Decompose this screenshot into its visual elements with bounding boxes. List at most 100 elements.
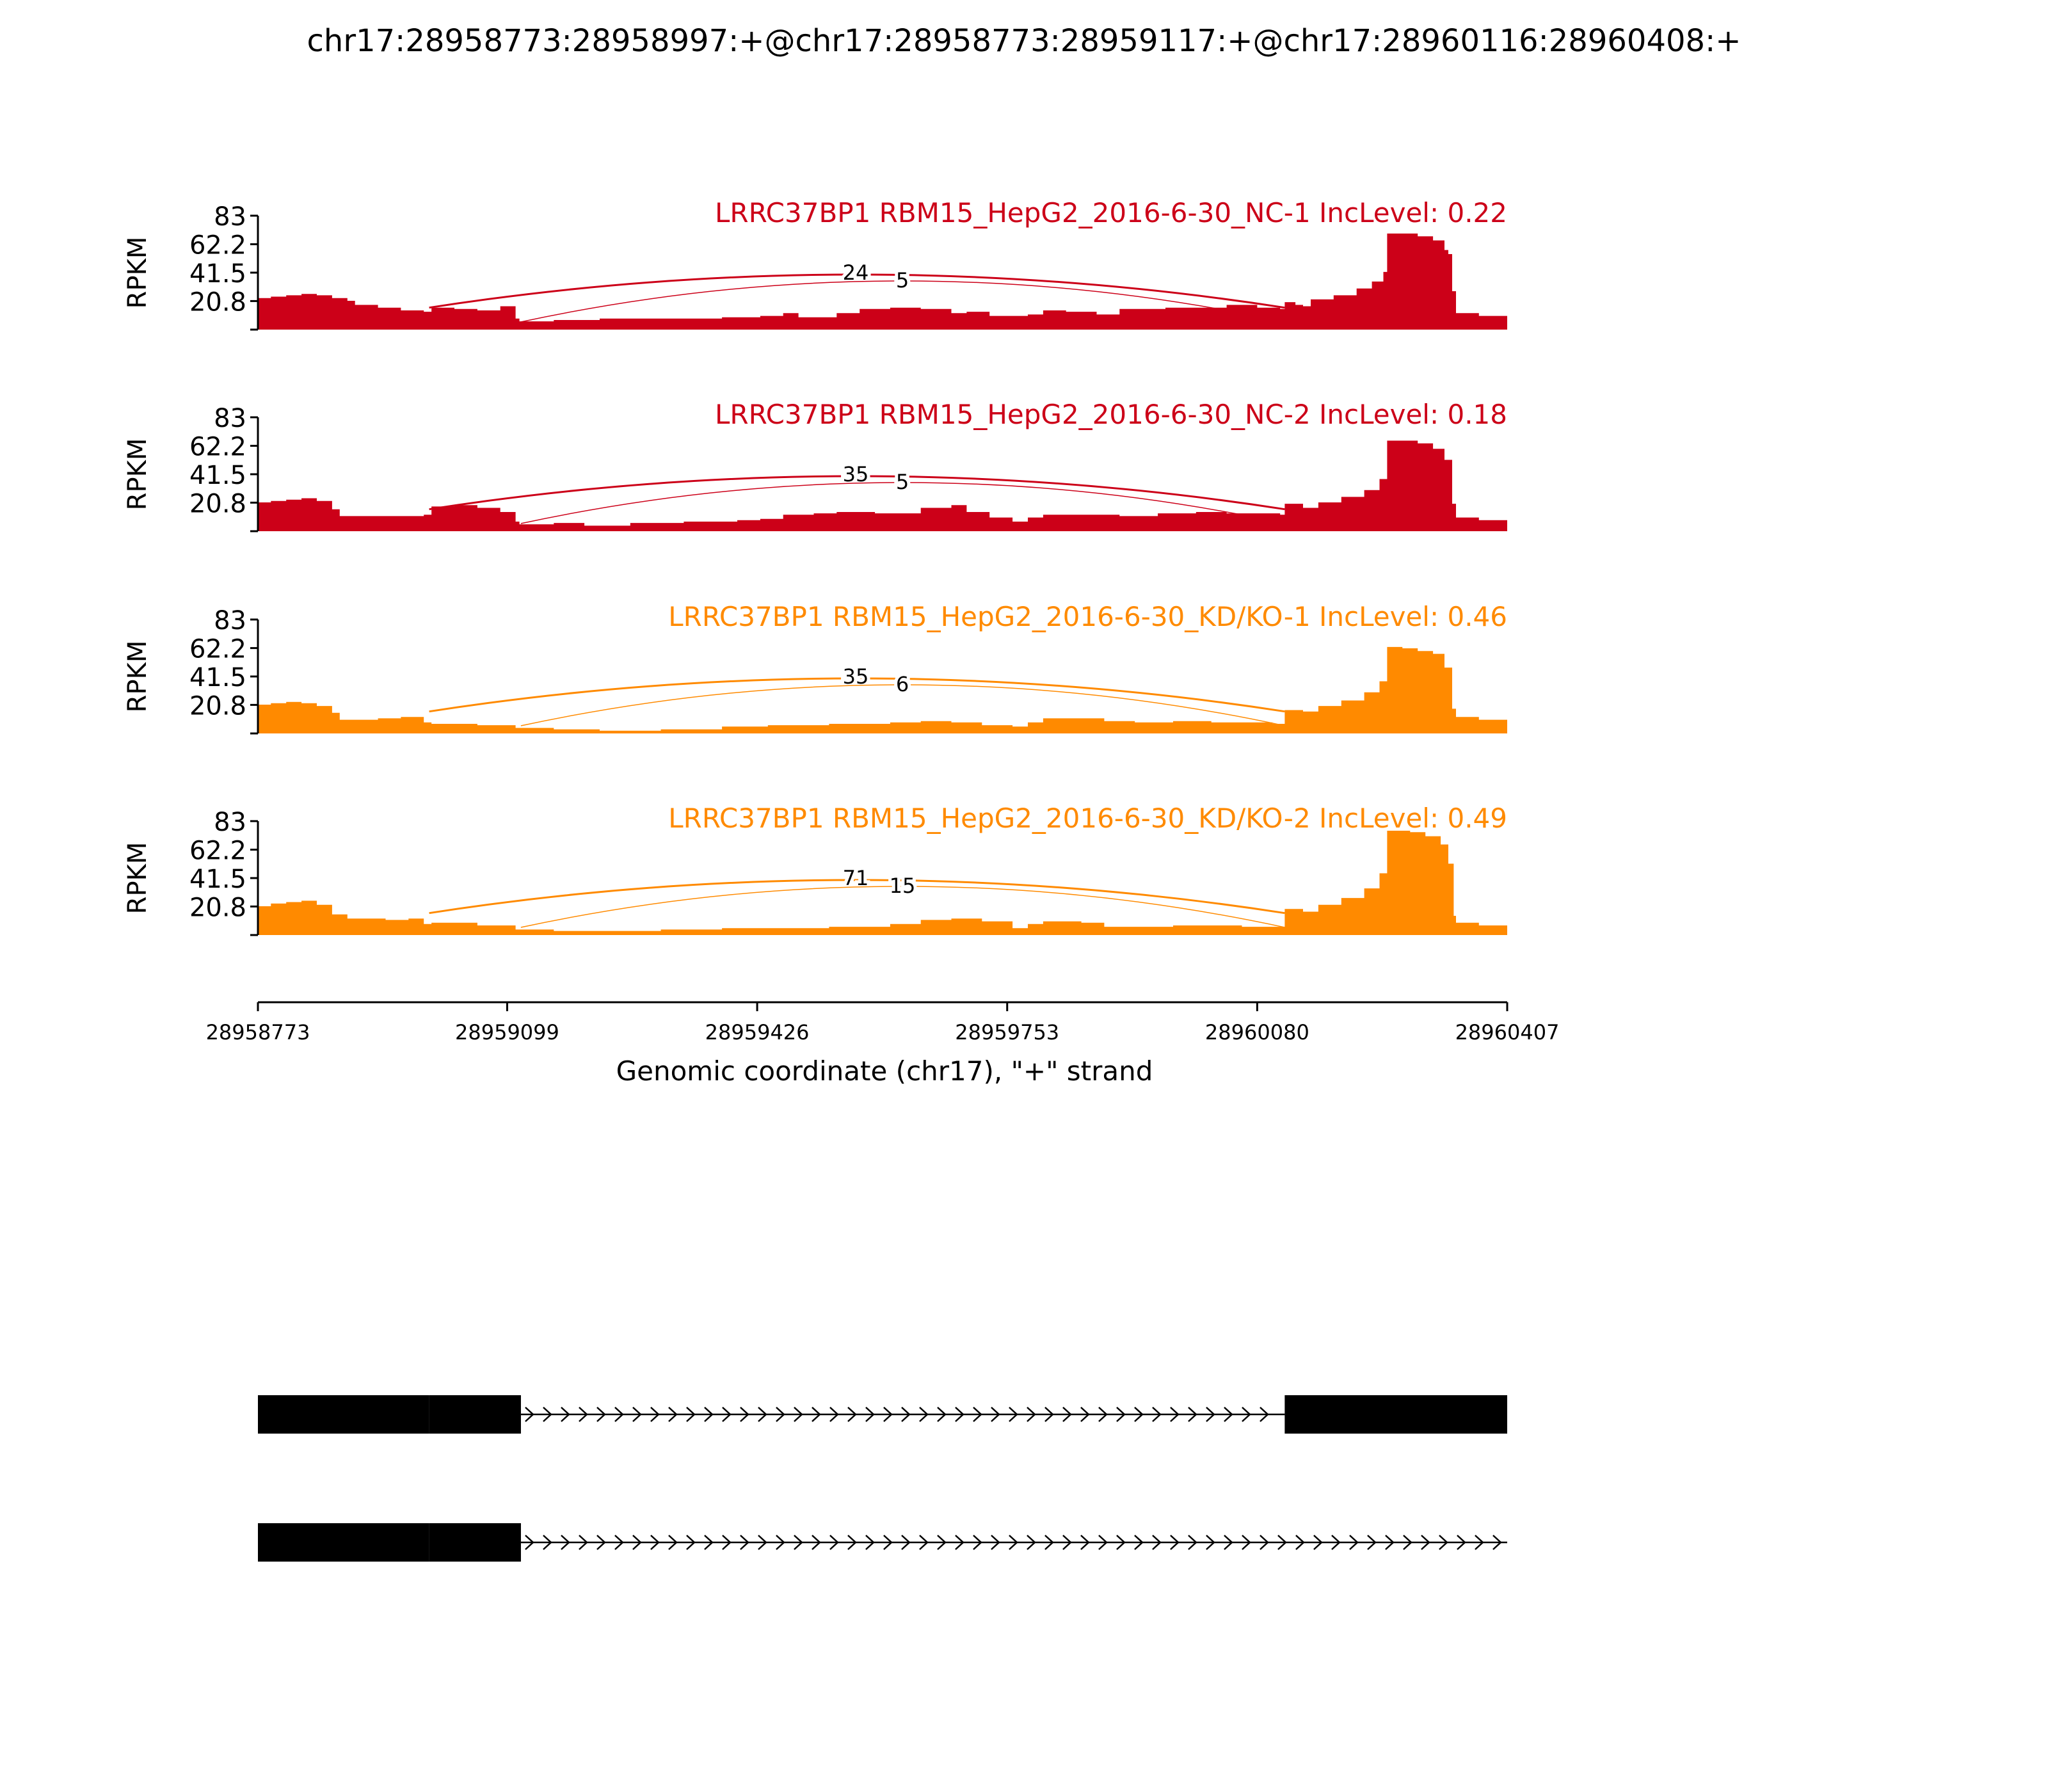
strand-arrow — [722, 1407, 732, 1422]
strand-arrow — [758, 1407, 767, 1422]
strand-arrow — [1421, 1535, 1430, 1550]
junction-count-label: 35 — [843, 462, 869, 486]
strand-arrow — [1313, 1535, 1323, 1550]
junction-count-label: 15 — [890, 874, 916, 898]
x-tick-label: 28960407 — [1455, 1020, 1560, 1044]
strand-arrow — [1080, 1535, 1090, 1550]
strand-arrow — [1044, 1407, 1054, 1422]
strand-arrow — [1295, 1535, 1305, 1550]
strand-arrow — [668, 1407, 678, 1422]
junction-count-label: 71 — [843, 866, 869, 890]
coverage-area — [258, 233, 1507, 330]
sample-label: LRRC37BP1 RBM15_HepG2_2016-6-30_NC-2 Inc… — [715, 399, 1507, 430]
junction-count-label: 5 — [896, 470, 909, 494]
junction-arc — [429, 475, 1285, 511]
strand-arrow — [829, 1535, 839, 1550]
strand-arrow — [1260, 1407, 1269, 1422]
strand-arrow — [937, 1535, 947, 1550]
x-axis: 28958773 28959099 28959426 28959753 28960080… — [206, 1001, 1560, 1044]
strand-arrow — [1242, 1535, 1251, 1550]
strand-arrow — [955, 1535, 964, 1550]
x-tick-label: 28959426 — [705, 1020, 810, 1044]
strand-arrow — [1224, 1535, 1233, 1550]
exon-block — [1284, 1395, 1507, 1434]
strand-arrow — [650, 1535, 660, 1550]
strand-arrow — [812, 1407, 821, 1422]
strand-arrow — [1062, 1407, 1072, 1422]
strand-arrow — [1062, 1535, 1072, 1550]
junction-arc — [429, 879, 1285, 915]
strand-arrow — [1116, 1535, 1126, 1550]
junction-count-label: 24 — [843, 260, 869, 285]
strand-arrow — [1224, 1407, 1233, 1422]
y-tick-label: 83 — [214, 202, 246, 232]
junction-arc — [520, 280, 1285, 323]
junction-count-label: 6 — [896, 672, 909, 696]
y-tick-label: 20.8 — [189, 287, 246, 317]
gene-model — [258, 1395, 1507, 1434]
strand-arrow — [1206, 1535, 1215, 1550]
strand-arrow — [1134, 1535, 1144, 1550]
strand-arrow — [1349, 1535, 1359, 1550]
strand-arrow — [1152, 1535, 1162, 1550]
strand-arrow — [919, 1535, 929, 1550]
y-tick-label: 62.2 — [189, 635, 246, 664]
strand-arrow — [722, 1535, 732, 1550]
strand-arrow — [1080, 1407, 1090, 1422]
gene-models — [258, 1395, 1507, 1562]
strand-arrow — [561, 1535, 570, 1550]
strand-arrow — [704, 1407, 714, 1422]
strand-arrow — [1152, 1407, 1162, 1422]
exon-block — [258, 1523, 429, 1562]
strand-arrow — [865, 1407, 875, 1422]
sample-label: LRRC37BP1 RBM15_HepG2_2016-6-30_NC-1 Inc… — [715, 197, 1507, 228]
x-axis-label: Genomic coordinate (chr17), "+" strand — [616, 1055, 1153, 1087]
y-tick-label: 62.2 — [189, 231, 246, 260]
strand-arrow — [543, 1407, 552, 1422]
strand-arrow — [632, 1535, 642, 1550]
strand-arrow — [829, 1407, 839, 1422]
strand-arrow — [596, 1407, 606, 1422]
strand-arrow — [740, 1407, 749, 1422]
coverage-area — [258, 440, 1507, 531]
strand-arrow — [1206, 1407, 1215, 1422]
x-tick-label: 28958773 — [206, 1020, 310, 1044]
junction-arc — [520, 886, 1285, 928]
strand-arrow — [1439, 1535, 1448, 1550]
strand-arrow — [1098, 1407, 1108, 1422]
y-axis-label: RPKM — [123, 842, 152, 915]
strand-arrow — [614, 1535, 624, 1550]
strand-arrow — [579, 1535, 588, 1550]
y-tick-label: 62.2 — [189, 836, 246, 866]
strand-arrow — [1009, 1407, 1018, 1422]
x-tick-label: 28960080 — [1205, 1020, 1309, 1044]
junction-count-label: 35 — [843, 664, 869, 689]
strand-arrow — [1027, 1535, 1036, 1550]
strand-arrow — [901, 1535, 911, 1550]
strand-arrow — [614, 1407, 624, 1422]
strand-arrow — [1116, 1407, 1126, 1422]
sample-panel: 20.841.562.283 RPKM LRRC37BP1 RBM15_HepG2_… — [123, 803, 1507, 936]
strand-arrow — [1385, 1535, 1395, 1550]
strand-arrow — [1170, 1535, 1180, 1550]
exon-block — [429, 1395, 521, 1434]
strand-arrow — [704, 1535, 714, 1550]
strand-arrow — [1134, 1407, 1144, 1422]
y-axis-label: RPKM — [123, 237, 152, 309]
x-tick-label: 28959753 — [955, 1020, 1059, 1044]
strand-arrow — [883, 1535, 893, 1550]
strand-arrow — [740, 1535, 749, 1550]
strand-arrow — [1009, 1535, 1018, 1550]
strand-arrow — [1331, 1535, 1341, 1550]
y-axis-label: RPKM — [123, 438, 152, 511]
strand-arrow — [579, 1407, 588, 1422]
strand-arrow — [686, 1535, 696, 1550]
strand-arrow — [901, 1407, 911, 1422]
strand-arrow — [991, 1407, 1000, 1422]
y-tick-label: 62.2 — [189, 433, 246, 462]
y-tick-label: 83 — [214, 606, 246, 636]
strand-arrow — [794, 1407, 803, 1422]
strand-arrow — [812, 1535, 821, 1550]
strand-arrow — [525, 1535, 534, 1550]
